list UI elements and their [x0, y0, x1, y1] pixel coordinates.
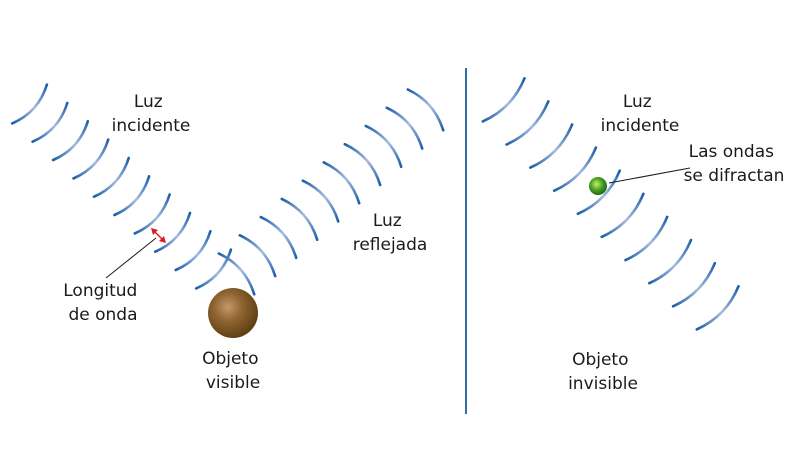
diffracting-wave-arc	[576, 169, 621, 216]
reflected-wave-arc	[406, 88, 445, 132]
reflected-wave-arc	[364, 124, 403, 169]
incident-wave-arc	[51, 120, 90, 162]
incident-wave-arc	[174, 230, 212, 272]
diffracting-wave-arc	[481, 77, 526, 123]
diffraction-leader-line	[608, 167, 691, 184]
reflected-wave-arc	[280, 197, 319, 241]
left-incident-label: Luz incidente	[112, 92, 191, 136]
invisible-object-label: Objeto invisible	[568, 350, 638, 394]
incident-wave-arc	[154, 211, 192, 253]
reflected-wave-arc	[217, 252, 256, 296]
diffracting-wave-arc	[695, 285, 740, 331]
diffracting-wave-arc	[671, 261, 717, 308]
reflected-wave-arc	[322, 161, 361, 205]
reflected-wave-arc	[343, 142, 382, 187]
incident-wave-arc	[72, 138, 110, 180]
incident-wavefronts-left	[10, 83, 233, 290]
reflected-wave-arc	[385, 106, 424, 150]
wavelength-marker	[151, 228, 166, 243]
visible-object-label: Objeto visible	[202, 349, 264, 393]
incident-wave-arc	[10, 83, 49, 125]
incident-wave-arc	[113, 175, 151, 217]
diffraction-label: Las ondas se difractan	[684, 142, 785, 186]
visible-object	[208, 288, 258, 338]
reflected-label: Luz reflejada	[353, 211, 428, 255]
incident-wave-arc	[31, 101, 69, 143]
diffracting-wave-arc	[529, 123, 574, 169]
reflected-wave-arc	[238, 234, 277, 278]
wavelength-label: Longitud de onda	[63, 281, 143, 325]
reflected-wave-arc	[301, 179, 340, 223]
diffracting-wave-arc	[600, 192, 645, 239]
incident-wavefronts-right	[481, 77, 740, 331]
incident-wave-arc	[133, 193, 171, 235]
incident-wave-arc	[194, 248, 233, 290]
diffracting-wave-arc	[624, 215, 669, 262]
wavelength-leader-line	[105, 237, 157, 279]
incident-wave-arc	[92, 156, 130, 198]
diffracting-wave-arc	[648, 238, 693, 285]
reflected-wave-arc	[259, 215, 298, 260]
invisible-object	[589, 177, 607, 195]
diffracting-wave-arc	[552, 146, 598, 192]
right-incident-label: Luz incidente	[601, 92, 680, 136]
diffracting-wave-arc	[505, 100, 550, 146]
reflected-wavefronts	[217, 88, 445, 296]
